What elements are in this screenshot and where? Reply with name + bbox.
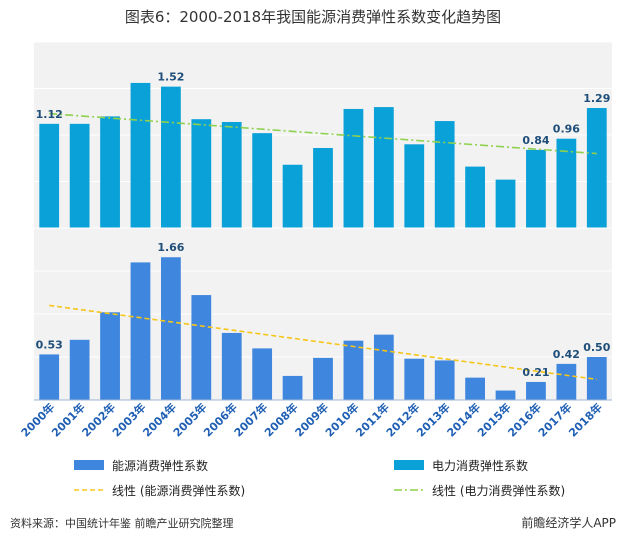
legend-swatch	[74, 460, 104, 470]
legend-label: 线性 (电力消费弹性系数)	[432, 483, 565, 498]
energy-bar	[586, 357, 607, 400]
energy-bar	[69, 339, 90, 400]
energy-data-labels: 0.53 1.66 0.21 0.420.50	[36, 241, 611, 379]
electric-bar	[373, 107, 394, 228]
energy-bar	[495, 390, 516, 400]
electric-bar	[465, 166, 485, 228]
energy-data-label: 1.66	[157, 241, 184, 254]
legend-label: 线性 (能源消费弹性系数)	[112, 483, 245, 498]
electric-bar	[526, 149, 546, 228]
energy-bar	[282, 375, 303, 400]
chart-title: 图表6：2000-2018年我国能源消费弹性系数变化趋势图	[125, 8, 501, 26]
electric-bar	[434, 121, 455, 228]
electric-bar	[556, 138, 577, 228]
source-note: 资料来源：中国统计年鉴 前瞻产业研究院整理	[10, 516, 234, 530]
energy-bar	[373, 334, 394, 400]
energy-bar	[100, 312, 120, 400]
electric-data-labels: 1.12 1.52 0.84 0.96 1.29	[36, 71, 611, 147]
electric-bar	[282, 164, 303, 228]
energy-bars	[39, 257, 607, 400]
energy-data-label: 0.42	[553, 348, 580, 361]
energy-bar	[130, 262, 151, 400]
energy-bar	[526, 381, 546, 400]
energy-bar	[465, 377, 485, 400]
legend-label: 电力消费弹性系数	[432, 458, 528, 473]
electric-data-label: 1.29	[583, 92, 610, 105]
electric-bar	[313, 148, 333, 228]
energy-trend-line	[49, 304, 597, 381]
electric-bar	[221, 121, 242, 228]
energy-bar	[191, 295, 212, 400]
legend-label: 能源消费弹性系数	[112, 458, 208, 473]
energy-bar	[221, 332, 242, 400]
bottom-panel-gridlines	[34, 227, 612, 358]
energy-bar	[313, 357, 333, 400]
electric-bar	[495, 179, 516, 228]
energy-data-label: 0.53	[36, 338, 63, 351]
electric-data-label: 0.96	[553, 123, 580, 136]
energy-bar	[343, 340, 364, 400]
electric-bar	[39, 123, 60, 228]
electric-bar	[586, 108, 607, 228]
electric-bar	[161, 86, 181, 228]
energy-bar	[39, 354, 60, 400]
electric-bar	[343, 108, 364, 228]
electric-bar	[191, 119, 212, 228]
electric-data-label: 0.84	[522, 134, 549, 147]
legend-swatch	[394, 460, 424, 470]
x-tick-label: 2018年	[566, 400, 605, 439]
brand-label: 前瞻经济学人APP	[521, 515, 616, 530]
electric-bar	[404, 144, 425, 228]
electric-data-label: 1.52	[157, 71, 184, 84]
energy-data-label: 0.50	[583, 341, 610, 354]
electric-data-label: 1.12	[36, 108, 63, 121]
energy-bar	[556, 363, 577, 400]
electric-bar	[100, 116, 120, 228]
electric-bar	[69, 123, 90, 228]
energy-bar	[252, 348, 273, 400]
energy-bar	[434, 360, 455, 400]
top-panel-gridlines	[34, 41, 612, 182]
energy-data-label: 0.21	[522, 366, 549, 379]
x-axis-tick-labels: 2000年2001年2002年2003年2004年2005年2006年2007年…	[18, 400, 605, 439]
energy-bar	[404, 358, 425, 400]
electric-trend-line	[49, 112, 597, 155]
electric-bar	[252, 133, 273, 228]
electric-bar	[130, 82, 151, 228]
energy-bar	[161, 257, 181, 400]
